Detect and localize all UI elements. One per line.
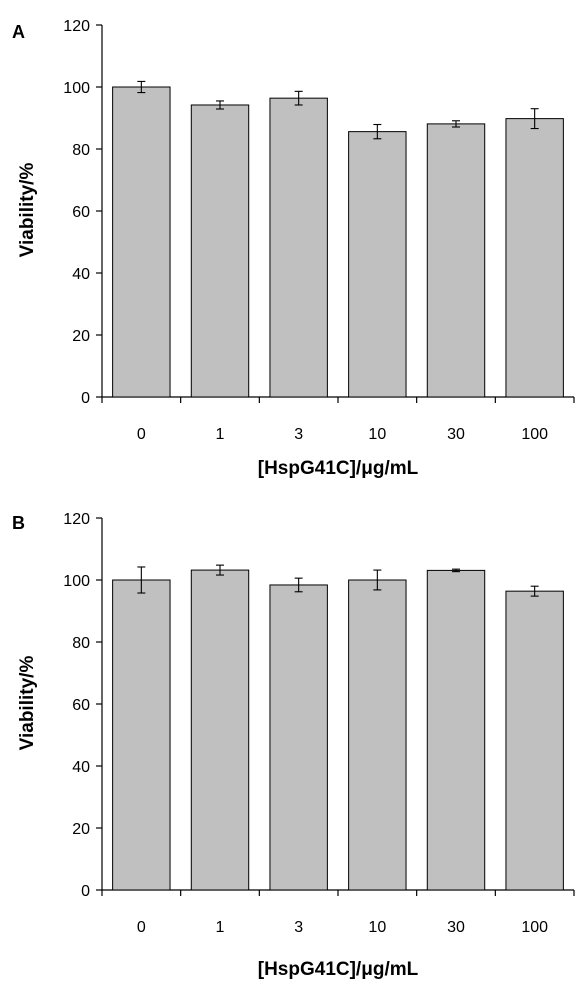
- x-tick-label-b: 1: [216, 919, 225, 936]
- panel-label-b: B: [12, 513, 25, 533]
- x-tick-label-a: 30: [447, 426, 465, 443]
- bar-b: [426, 569, 486, 891]
- y-tick-label-a: 100: [63, 80, 90, 97]
- panel-label-a: A: [12, 22, 25, 42]
- x-tick-label-a: 100: [521, 426, 548, 443]
- bar-chart-b: B Viability/% [HspG41C]/μg/mL 0 20 40 60 80 1…: [12, 511, 575, 980]
- x-tick-label-b: 10: [368, 919, 386, 936]
- bar-a: [190, 104, 250, 398]
- bar-a: [269, 97, 328, 398]
- y-tick-label-b: 60: [72, 697, 90, 714]
- bar-b: [348, 579, 407, 891]
- y-tick-label-a: 40: [72, 266, 90, 283]
- x-tick-label-b: 3: [294, 919, 303, 936]
- y-tick-label-a: 0: [81, 390, 90, 407]
- y-tick-label-b: 120: [63, 511, 90, 528]
- bar-b: [190, 569, 250, 891]
- bar-a: [426, 123, 486, 398]
- bar-b: [112, 579, 171, 891]
- bar-b: [269, 584, 328, 891]
- x-tick-label-a: 3: [294, 426, 303, 443]
- x-tick-label-a: 0: [137, 426, 146, 443]
- y-tick-label-a: 60: [72, 204, 90, 221]
- y-tick-label-a: 20: [72, 328, 90, 345]
- x-tick-label-b: 100: [521, 919, 548, 936]
- y-tick-label-b: 0: [81, 883, 90, 900]
- x-axis-title-a: [HspG41C]/μg/mL: [258, 458, 419, 479]
- y-axis-title-a: Viability/%: [17, 163, 38, 258]
- bar-b: [505, 590, 564, 891]
- x-tick-label-b: 0: [137, 919, 146, 936]
- y-tick-label-b: 100: [63, 573, 90, 590]
- bar-a: [348, 131, 407, 398]
- chart-panel-a: A Viability/% [HspG41C]/μg/mL 0 20 40 60 80 1…: [0, 0, 584, 492]
- bar-chart-a: A Viability/% [HspG41C]/μg/mL 0 20 40 60 80 1…: [12, 18, 575, 479]
- y-tick-label-b: 40: [72, 759, 90, 776]
- x-tick-label-a: 10: [368, 426, 386, 443]
- x-tick-label-b: 30: [447, 919, 465, 936]
- bar-a: [505, 118, 564, 398]
- bar-a: [112, 86, 171, 398]
- y-tick-label-b: 80: [72, 635, 90, 652]
- x-tick-label-a: 1: [216, 426, 225, 443]
- x-axis-title-b: [HspG41C]/μg/mL: [258, 959, 419, 980]
- y-tick-label-b: 20: [72, 821, 90, 838]
- y-tick-label-a: 80: [72, 142, 90, 159]
- y-axis-title-b: Viability/%: [17, 656, 38, 751]
- y-tick-label-a: 120: [63, 18, 90, 35]
- chart-panel-b: B Viability/% [HspG41C]/μg/mL 0 20 40 60 80 1…: [0, 493, 584, 985]
